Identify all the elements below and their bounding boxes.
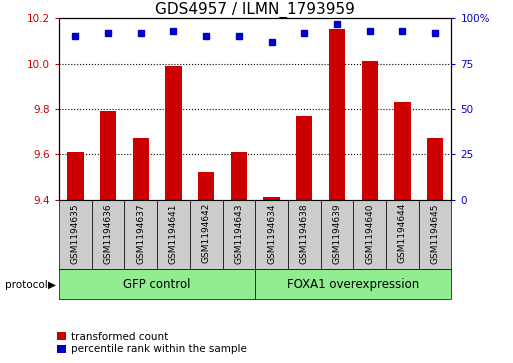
Bar (296, 116, 312, 200)
Title: GDS4957 / ILMN_1793959: GDS4957 / ILMN_1793959 (155, 2, 355, 18)
Text: GSM1194638: GSM1194638 (300, 203, 309, 264)
Bar (59, 269, 255, 299)
Bar (427, 138, 443, 200)
Text: GFP control: GFP control (123, 278, 191, 290)
Text: GSM1194634: GSM1194634 (267, 203, 276, 264)
Bar (223, 200, 255, 269)
Text: GSM1194640: GSM1194640 (365, 203, 374, 264)
Legend: transformed count, percentile rank within the sample: transformed count, percentile rank withi… (56, 331, 247, 354)
Bar (67, 152, 84, 200)
Bar (157, 200, 190, 269)
Text: GSM1194641: GSM1194641 (169, 203, 178, 264)
Bar (100, 111, 116, 200)
Bar (255, 269, 451, 299)
Bar (263, 197, 280, 200)
Text: FOXA1 overexpression: FOXA1 overexpression (287, 278, 420, 290)
Text: protocol: protocol (5, 280, 48, 290)
Bar (132, 138, 149, 200)
Text: GSM1194637: GSM1194637 (136, 203, 145, 264)
Bar (198, 172, 214, 200)
Bar (419, 200, 451, 269)
Text: ▶: ▶ (48, 280, 56, 290)
Bar (255, 200, 288, 269)
Text: GSM1194636: GSM1194636 (104, 203, 112, 264)
Bar (165, 66, 182, 200)
Text: GSM1194644: GSM1194644 (398, 203, 407, 264)
Bar (59, 200, 92, 269)
Bar (353, 200, 386, 269)
Bar (329, 29, 345, 200)
Text: GSM1194639: GSM1194639 (332, 203, 342, 264)
Bar (124, 200, 157, 269)
Bar (394, 102, 410, 200)
Text: GSM1194645: GSM1194645 (430, 203, 440, 264)
Bar (288, 200, 321, 269)
Bar (231, 152, 247, 200)
Text: GSM1194635: GSM1194635 (71, 203, 80, 264)
Bar (190, 200, 223, 269)
Text: GSM1194643: GSM1194643 (234, 203, 243, 264)
Bar (321, 200, 353, 269)
Bar (92, 200, 125, 269)
Bar (362, 61, 378, 200)
Bar (386, 200, 419, 269)
Text: GSM1194642: GSM1194642 (202, 203, 211, 264)
